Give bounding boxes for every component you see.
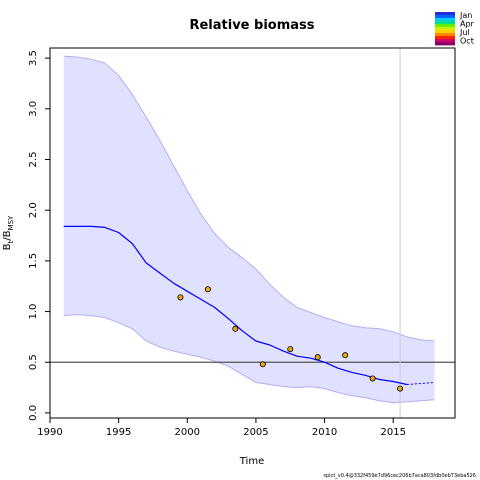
legend-color-swatch	[435, 42, 455, 46]
version-footer: spict_v0.4@332f459e7d96cec206b7aca803fdb…	[323, 473, 476, 479]
y-tick-label: 1.5	[28, 253, 39, 269]
observation-point	[287, 346, 294, 353]
legend-color-swatch	[435, 33, 455, 37]
observation-point	[204, 286, 211, 293]
legend-color-swatch	[435, 27, 455, 31]
observation-point	[369, 375, 376, 382]
y-tick-label: 0.0	[28, 405, 39, 421]
legend-color-swatch	[435, 18, 455, 22]
forecast-line	[406, 382, 435, 385]
legend-label: Oct	[460, 37, 474, 46]
legend-color-swatch	[435, 12, 455, 16]
observation-point	[397, 385, 404, 392]
y-tick-label: 2.5	[28, 152, 39, 168]
observation-point	[177, 294, 184, 301]
legend-color-swatch	[435, 39, 455, 43]
y-axis: 0.0 0.5 1.0 1.5 2.0 2.5 3.0 3.5	[28, 50, 50, 421]
plot-area	[49, 47, 456, 419]
legend-label: Jul	[459, 28, 470, 37]
plot-frame	[49, 47, 456, 419]
y-tick-label: 0.5	[28, 354, 39, 370]
chart-title: Relative biomass	[189, 18, 314, 33]
observation-point	[314, 354, 321, 361]
y-tick-label: 3.0	[28, 101, 39, 117]
x-tick-label: 1990	[37, 427, 62, 438]
observation-point	[342, 352, 349, 359]
observation-point	[259, 361, 266, 368]
observation-point	[232, 325, 239, 332]
y-label-base: B	[2, 243, 13, 250]
x-tick-label: 2010	[312, 427, 337, 438]
legend-label: Apr	[460, 20, 475, 29]
y-label-sep: /B	[2, 230, 13, 240]
x-axis-label: Time	[239, 456, 264, 467]
ci-lower-line	[63, 314, 435, 404]
legend-color-swatch	[435, 36, 455, 40]
legend-color-swatch	[435, 15, 455, 19]
x-axis: 1990 1995 2000 2005 2010 2015	[37, 418, 406, 438]
legend-color-swatch	[435, 30, 455, 34]
legend-color-swatch	[435, 21, 455, 25]
legend-color-swatch	[435, 24, 455, 28]
x-tick-label: 1995	[106, 427, 131, 438]
y-label-sub2: MSY	[7, 215, 15, 230]
ci-upper-line	[63, 55, 435, 342]
estimate-line	[63, 225, 408, 386]
y-tick-label: 3.5	[28, 50, 39, 66]
y-axis-label: Bt/BMSY	[2, 215, 15, 250]
x-tick-label: 2000	[175, 427, 200, 438]
y-tick-label: 1.0	[28, 304, 39, 320]
confidence-band	[63, 56, 435, 403]
y-tick-label: 2.0	[28, 202, 39, 218]
x-tick-label: 2005	[243, 427, 268, 438]
legend-label: Jan	[459, 11, 472, 20]
y-label-sub1: t	[7, 240, 15, 243]
x-tick-label: 2015	[380, 427, 405, 438]
